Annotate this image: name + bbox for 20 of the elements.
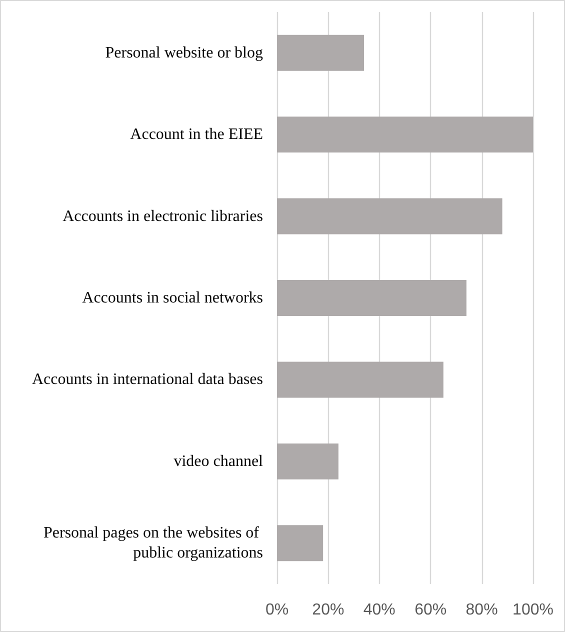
bar: [277, 443, 338, 480]
y-tick-label: Accounts in social networks: [82, 290, 263, 306]
x-tick-label: 80%: [466, 602, 498, 618]
bar: [277, 362, 444, 398]
bar: [277, 116, 533, 153]
y-tick-label: Accounts in international data bases: [32, 371, 263, 388]
x-tick-label: 60%: [414, 602, 447, 618]
y-tick-label: Account in the EIEE: [130, 126, 263, 144]
x-tick-label: 20%: [312, 602, 344, 618]
y-tick-label: Accounts in electronic libraries: [62, 208, 263, 225]
bar: [277, 198, 502, 234]
x-tick-label: 40%: [363, 602, 396, 618]
bar: [277, 280, 466, 316]
y-tick-label: Personal website or blog: [105, 44, 263, 62]
x-tick-label: 0%: [265, 602, 289, 618]
y-tick-label: video channel: [174, 452, 264, 470]
x-tick-label: 100%: [512, 602, 554, 618]
y-tick-label: Personal pages on the websites of public organizations: [43, 524, 263, 562]
bar: [277, 525, 324, 562]
bar: [277, 34, 364, 71]
